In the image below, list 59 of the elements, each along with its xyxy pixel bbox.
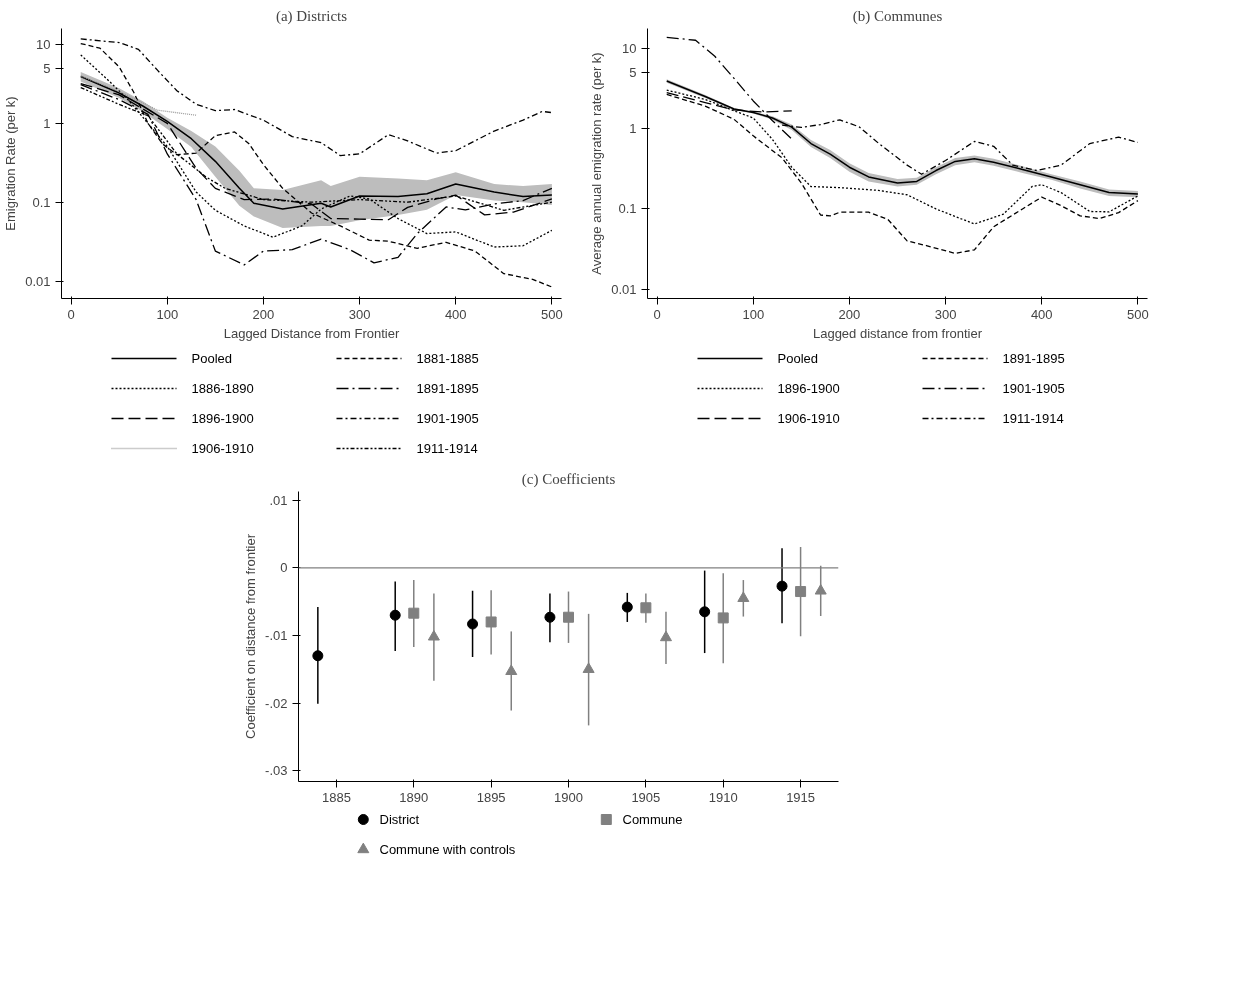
x-tick-label: 0: [67, 306, 75, 322]
x-tick-label: 500: [1127, 306, 1149, 322]
x-axis-title: Lagged distance from frontier: [812, 325, 983, 341]
y-tick-label: 5: [43, 60, 51, 76]
y-tick-label: -.01: [265, 627, 288, 643]
legend-label: Commune with controls: [379, 842, 516, 857]
x-tick-label: 500: [541, 306, 563, 322]
y-tick-label: .01: [269, 492, 288, 508]
legend-label: 1906-1910: [191, 441, 254, 456]
x-tick-label: 200: [252, 306, 275, 322]
y-tick-label: 0: [280, 560, 288, 576]
chart-title: (b) Communes: [852, 7, 943, 25]
y-tick-label: 10: [622, 40, 637, 56]
x-tick-label: 300: [348, 306, 371, 322]
y-tick-label: 10: [36, 37, 51, 53]
x-tick-label: 1910: [708, 789, 738, 805]
legend-label: Pooled: [191, 351, 232, 366]
x-tick-label: 1885: [321, 789, 351, 805]
y-tick-label: 0.01: [25, 273, 51, 289]
y-axis-title: Coefficient on distance from frontier: [243, 533, 259, 739]
legend-label: 1911-1914: [1002, 411, 1064, 426]
x-tick-label: 1905: [631, 789, 661, 805]
legend-label: 1881-1885: [416, 351, 479, 366]
y-tick-label: 0.1: [32, 194, 51, 210]
x-tick-label: 400: [1030, 306, 1053, 322]
x-tick-label: 1900: [554, 789, 583, 805]
y-tick-label: 0.01: [611, 281, 637, 297]
y-tick-label: 0.1: [618, 201, 637, 217]
y-axis-title: Emigration Rate (per k): [3, 96, 19, 231]
legend-label: 1896-1900: [777, 381, 840, 396]
legend-label: 1901-1905: [1002, 381, 1065, 396]
legend-label: 1901-1905: [416, 411, 479, 426]
x-tick-label: 0: [653, 306, 661, 322]
y-tick-label: 1: [43, 115, 51, 131]
y-tick-label: 5: [629, 64, 637, 80]
legend-label: 1911-1914: [416, 441, 478, 456]
legend-label: Commune: [622, 812, 683, 827]
chart-title: (c) Coefficients: [521, 470, 616, 488]
x-tick-label: 1890: [399, 789, 429, 805]
legend-label: 1906-1910: [777, 411, 840, 426]
y-tick-label: -.02: [265, 695, 288, 711]
x-tick-label: 1915: [786, 789, 816, 805]
x-tick-label: 1895: [476, 789, 506, 805]
legend-label: 1896-1900: [191, 411, 254, 426]
x-axis-title: Lagged Distance from Frontier: [223, 325, 400, 341]
y-axis-title: Average annual emigration rate (per k): [589, 52, 605, 275]
legend-label: 1886-1890: [191, 381, 254, 396]
x-tick-label: 200: [838, 306, 861, 322]
legend-label: 1891-1895: [1002, 351, 1065, 366]
y-tick-label: -.03: [265, 763, 288, 779]
x-tick-label: 100: [156, 306, 179, 322]
chart-title: (a) Districts: [275, 7, 348, 25]
legend-label: Pooled: [777, 351, 818, 366]
x-tick-label: 100: [742, 306, 765, 322]
x-tick-label: 300: [934, 306, 957, 322]
legend-label: District: [379, 812, 420, 827]
y-tick-label: 1: [629, 120, 637, 136]
legend-label: 1891-1895: [416, 381, 479, 396]
x-tick-label: 400: [444, 306, 467, 322]
